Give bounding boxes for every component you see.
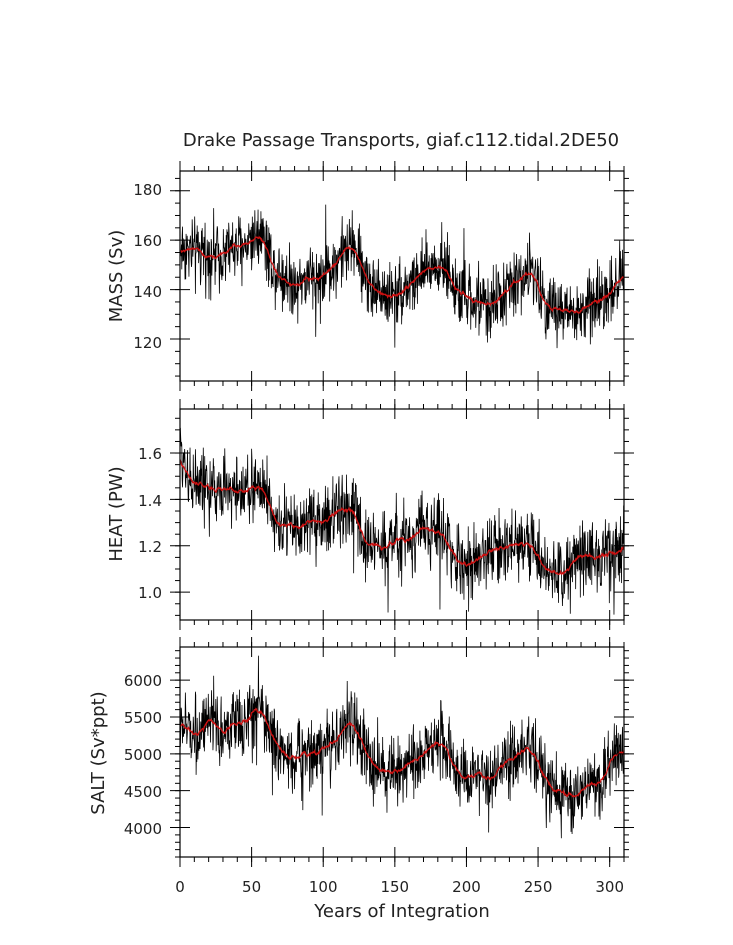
salt-smoothed-series: [179, 707, 625, 798]
mass-y-tick-label: 160: [133, 232, 162, 250]
heat-y-tick-label: 1.0: [138, 584, 162, 602]
chart-title: Drake Passage Transports, giaf.c112.tida…: [183, 130, 619, 151]
x-axis-label: Years of Integration: [313, 901, 489, 922]
x-tick-label: 150: [380, 878, 409, 896]
x-tick-label: 250: [524, 878, 553, 896]
mass-y-label: MASS (Sv): [106, 230, 127, 323]
salt-y-tick-label: 5500: [124, 709, 162, 727]
salt-y-tick-label: 4000: [124, 820, 162, 838]
heat-y-label: HEAT (PW): [106, 466, 127, 561]
heat-y-tick-label: 1.4: [138, 492, 162, 510]
mass-frame: [179, 170, 625, 382]
heat-y-tick-label: 1.6: [138, 445, 162, 463]
x-tick-label: 300: [595, 878, 624, 896]
mass-y-tick-label: 120: [133, 334, 162, 352]
heat-y-tick-label: 1.2: [138, 538, 162, 556]
salt-frame: [179, 646, 625, 858]
salt-y-tick-label: 5000: [124, 746, 162, 764]
x-tick-label: 50: [242, 878, 261, 896]
heat-smoothed-series: [179, 459, 625, 576]
heat-raw-series: [179, 427, 625, 615]
mass-y-tick-label: 180: [133, 181, 162, 199]
mass-panel: MASS (Sv) 120 140 160 180: [106, 161, 634, 391]
salt-panel: SALT (Sv*ppt) 4000 4500 5000 5500 6000: [88, 637, 634, 867]
mass-y-tick-label: 140: [133, 283, 162, 301]
salt-y-label: SALT (Sv*ppt): [88, 691, 109, 814]
x-axis: 0 50 100 150 200 250 300 Years of Integr…: [175, 878, 624, 922]
mass-raw-series: [179, 204, 625, 349]
heat-panel: HEAT (PW) 1.0 1.2 1.4 1.6: [106, 399, 634, 630]
x-tick-label: 100: [309, 878, 338, 896]
salt-y-tick-label: 4500: [124, 783, 162, 801]
x-tick-label: 0: [175, 878, 185, 896]
x-tick-label: 200: [452, 878, 481, 896]
mass-smoothed-series: [179, 235, 625, 314]
heat-frame: [179, 408, 625, 621]
salt-y-tick-label: 6000: [124, 672, 162, 690]
salt-raw-series: [179, 655, 625, 839]
